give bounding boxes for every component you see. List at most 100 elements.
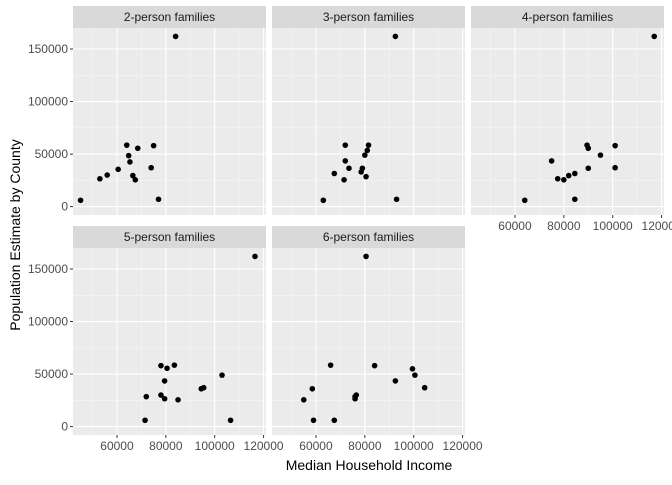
data-point xyxy=(155,196,162,203)
data-point xyxy=(227,417,234,424)
data-point xyxy=(77,197,84,204)
data-point xyxy=(309,385,316,392)
data-point xyxy=(161,378,168,384)
data-point xyxy=(554,175,561,182)
data-point xyxy=(115,166,121,173)
x-tick-label: 120000 xyxy=(443,439,483,453)
y-tick-label: 150000 xyxy=(28,262,68,276)
data-point xyxy=(134,145,141,152)
data-point xyxy=(346,165,352,172)
x-tick-label: 120000 xyxy=(642,219,672,233)
data-point xyxy=(353,392,360,398)
data-point xyxy=(365,142,372,148)
data-point xyxy=(393,196,400,203)
y-tick-label: 0 xyxy=(61,200,68,214)
x-tick-label: 60000 xyxy=(299,439,333,453)
facet-title: 3-person families xyxy=(323,10,414,24)
data-point xyxy=(200,384,207,391)
data-point xyxy=(142,417,148,424)
data-point xyxy=(342,158,349,164)
x-tick-label: 100000 xyxy=(195,439,235,453)
data-point xyxy=(392,378,399,384)
data-point xyxy=(651,33,658,40)
data-point xyxy=(572,170,578,177)
data-point xyxy=(521,197,528,204)
data-point xyxy=(252,253,258,260)
data-point xyxy=(327,362,334,368)
x-tick-label: 100000 xyxy=(593,219,633,233)
data-point xyxy=(612,142,618,149)
x-tick-label: 80000 xyxy=(547,219,581,233)
data-point xyxy=(362,152,368,158)
data-point xyxy=(421,384,428,391)
data-point xyxy=(409,366,416,372)
data-point xyxy=(158,362,164,369)
x-tick-label: 60000 xyxy=(100,439,134,453)
data-point xyxy=(412,372,418,378)
data-point xyxy=(585,145,592,152)
panel-background xyxy=(73,28,266,215)
y-tick-label: 150000 xyxy=(28,42,68,56)
facet-title: 5-person families xyxy=(124,230,215,244)
panel-background xyxy=(73,248,266,435)
y-tick-label: 50000 xyxy=(35,367,69,381)
data-point xyxy=(97,175,103,182)
data-point xyxy=(143,393,150,400)
data-point xyxy=(341,177,347,183)
x-axis-title: Median Household Income xyxy=(286,457,453,473)
x-tick-label: 100000 xyxy=(394,439,434,453)
data-point xyxy=(158,392,164,398)
panel-background xyxy=(272,28,465,215)
data-point xyxy=(359,165,366,172)
facet-title: 6-person families xyxy=(323,230,414,244)
data-point xyxy=(171,362,178,368)
x-tick-label: 80000 xyxy=(149,439,183,453)
data-point xyxy=(342,142,349,148)
data-point xyxy=(310,417,317,424)
data-point xyxy=(148,164,154,171)
data-point xyxy=(175,397,181,403)
panel-background xyxy=(471,28,664,215)
y-tick-label: 0 xyxy=(61,420,68,434)
data-point xyxy=(364,147,371,154)
data-point xyxy=(548,158,555,164)
data-point xyxy=(320,197,327,204)
y-tick-label: 50000 xyxy=(35,147,69,161)
x-tick-label: 120000 xyxy=(244,439,284,453)
data-point xyxy=(597,152,604,158)
facet-strip xyxy=(73,226,266,248)
data-point xyxy=(300,397,307,403)
data-point xyxy=(585,165,592,172)
data-point xyxy=(130,172,136,179)
panel-background xyxy=(272,248,465,435)
data-point xyxy=(104,172,111,178)
data-point xyxy=(164,365,170,372)
data-point xyxy=(572,196,578,203)
data-point xyxy=(161,395,168,402)
x-tick-label: 60000 xyxy=(498,219,532,233)
data-point xyxy=(561,177,567,183)
data-point xyxy=(172,33,179,40)
data-point xyxy=(363,173,369,180)
data-point xyxy=(565,172,572,179)
y-axis-title: Population Estimate by County xyxy=(7,139,23,330)
data-point xyxy=(612,164,618,171)
data-point xyxy=(331,170,338,177)
data-point xyxy=(331,417,338,424)
data-point xyxy=(392,33,399,40)
facet-title: 4-person families xyxy=(522,10,613,24)
x-tick-label: 80000 xyxy=(348,439,382,453)
data-point xyxy=(132,177,139,183)
data-point xyxy=(127,159,133,165)
facet-strip xyxy=(471,6,664,28)
facet-strip xyxy=(73,6,266,28)
data-point xyxy=(123,142,130,148)
facet-title: 2-person families xyxy=(124,10,215,24)
data-point xyxy=(219,372,225,378)
data-point xyxy=(371,362,378,369)
facet-strip xyxy=(272,226,465,248)
facet-strip xyxy=(272,6,465,28)
y-tick-label: 100000 xyxy=(28,95,68,109)
